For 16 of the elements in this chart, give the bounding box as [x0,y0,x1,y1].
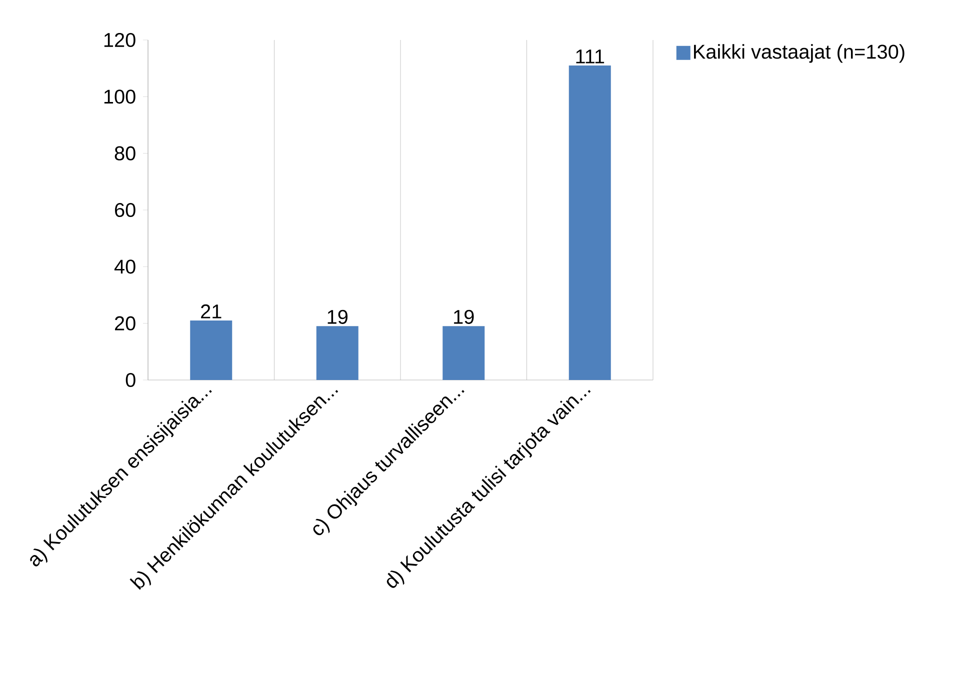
data-label: 19 [454,310,474,324]
bar [316,326,358,380]
y-tick-label: 0 [126,372,136,388]
bar [568,65,611,380]
y-tick-label: 20 [114,316,136,330]
bar [442,326,485,380]
y-tick-label: 120 [104,32,136,48]
y-tick-label: 60 [115,202,136,218]
y-tick-label: 40 [114,260,136,274]
data-label: 19 [328,310,348,324]
data-label: 111 [576,50,604,64]
data-label: 21 [201,304,222,318]
y-tick-label: 80 [114,146,136,160]
legend-label: Kaikki vastaajat (n=130) [694,44,904,63]
y-tick-label: 100 [104,90,136,104]
bar [190,320,232,380]
